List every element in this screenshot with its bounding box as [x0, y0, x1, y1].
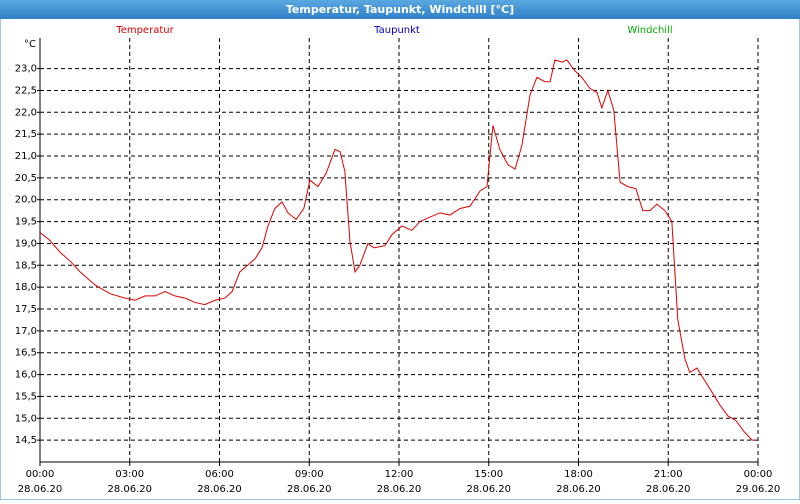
y-tick-label: 17,0 [15, 326, 37, 337]
y-tick-label: 15,5 [15, 391, 37, 402]
y-tick-label: 21,5 [15, 129, 37, 140]
x-tick-label: 00:00 [744, 469, 773, 480]
y-tick-label: 16,0 [15, 370, 37, 381]
x-tick-date: 28.06.20 [287, 484, 332, 495]
legend-entry: Temperatur [115, 25, 174, 36]
x-tick-date: 28.06.20 [377, 484, 422, 495]
x-tick-label: 21:00 [654, 469, 683, 480]
y-tick-label: 17,5 [15, 304, 37, 315]
y-tick-label: 19,0 [15, 238, 37, 249]
y-tick-label: 15,0 [15, 413, 37, 424]
x-tick-date: 28.06.20 [646, 484, 691, 495]
y-tick-label: 23,0 [15, 64, 37, 75]
x-tick-date: 28.06.20 [107, 484, 152, 495]
x-tick-date: 29.06.20 [736, 484, 781, 495]
y-tick-label: 22,5 [15, 85, 37, 96]
x-tick-label: 03:00 [115, 469, 144, 480]
y-tick-label: 22,0 [15, 107, 37, 118]
x-tick-label: 09:00 [295, 469, 324, 480]
x-tick-date: 28.06.20 [197, 484, 242, 495]
x-tick-label: 12:00 [385, 469, 414, 480]
y-unit: °C [24, 39, 36, 50]
y-tick-label: 18,0 [15, 282, 37, 293]
data-line [39, 59, 756, 441]
title-bar [0, 0, 800, 19]
y-tick-label: 19,5 [15, 217, 37, 228]
x-tick-label: 18:00 [564, 469, 593, 480]
y-tick-label: 21,0 [15, 151, 37, 162]
legend-entry: Windchill [627, 25, 672, 36]
chart-title: Temperatur, Taupunkt, Windchill [°C] [286, 3, 514, 16]
x-tick-label: 06:00 [205, 469, 234, 480]
y-tick-label: 16,5 [15, 348, 37, 359]
y-tick-label: 20,5 [15, 173, 37, 184]
y-tick-label: 14,5 [15, 435, 37, 446]
x-tick-label: 15:00 [474, 469, 503, 480]
x-tick-date: 28.06.20 [466, 484, 511, 495]
x-tick-label: 00:00 [26, 469, 55, 480]
x-tick-date: 28.06.20 [556, 484, 601, 495]
legend-entry: Taupunkt [373, 25, 420, 36]
y-tick-label: 18,5 [15, 260, 37, 271]
x-tick-date: 28.06.20 [18, 484, 63, 495]
y-tick-label: 20,0 [15, 195, 37, 206]
